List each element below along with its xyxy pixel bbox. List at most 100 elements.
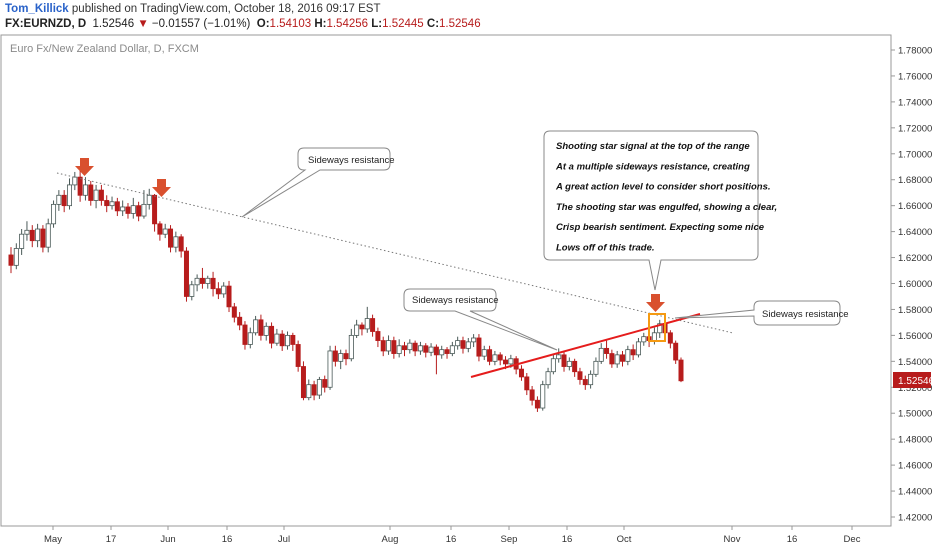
candle-body bbox=[300, 366, 306, 399]
bullish-candle bbox=[455, 336, 461, 350]
bullish-candle bbox=[141, 190, 147, 219]
bearish-candle bbox=[577, 367, 583, 385]
low-value: 1.52445 bbox=[382, 18, 424, 30]
bullish-candle bbox=[51, 200, 57, 228]
publish-text: published on TradingView.com, October 18… bbox=[71, 3, 381, 15]
bullish-candle bbox=[247, 327, 253, 349]
last-price-label: 1.52546 bbox=[893, 372, 932, 388]
bearish-candle bbox=[157, 221, 163, 241]
candle-body bbox=[673, 342, 679, 361]
candle-body bbox=[428, 346, 434, 353]
candle-body bbox=[503, 359, 509, 365]
y-tick-label: 1.50000 bbox=[898, 409, 932, 420]
y-tick-label: 1.68000 bbox=[898, 175, 932, 186]
bullish-candle bbox=[285, 331, 291, 350]
candle-body bbox=[481, 349, 487, 357]
bearish-candle bbox=[497, 352, 503, 366]
candle-body bbox=[61, 194, 67, 207]
down-arrow-marker-icon bbox=[75, 158, 94, 176]
bearish-candle bbox=[673, 340, 679, 364]
x-tick-label: 16 bbox=[446, 534, 457, 545]
bearish-candle bbox=[183, 247, 189, 302]
candle-body bbox=[51, 203, 57, 225]
text-box-line: Lows off of this trade. bbox=[556, 243, 655, 254]
candle-body bbox=[444, 349, 450, 354]
candle-body bbox=[109, 201, 115, 207]
bearish-candle bbox=[40, 225, 46, 253]
bearish-candle bbox=[401, 341, 407, 357]
callout-mid[interactable]: Sideways resistance bbox=[403, 288, 558, 351]
candle-body bbox=[487, 349, 493, 362]
candle-body bbox=[183, 250, 189, 297]
candle-body bbox=[417, 345, 423, 352]
candle-body bbox=[35, 228, 41, 242]
author-link[interactable]: Tom_Killick bbox=[5, 3, 69, 15]
candle-body bbox=[604, 347, 610, 354]
bearish-candle bbox=[168, 225, 174, 253]
x-tick-label: Oct bbox=[617, 534, 632, 545]
candle-body bbox=[136, 205, 142, 217]
callout-top[interactable]: Sideways resistance bbox=[241, 147, 395, 218]
bearish-candle bbox=[295, 340, 301, 372]
candle-body bbox=[332, 350, 338, 362]
bullish-candle bbox=[354, 319, 360, 338]
candle-body bbox=[221, 285, 227, 295]
bullish-candle bbox=[556, 348, 562, 363]
candle-body bbox=[205, 277, 211, 284]
candle-body bbox=[258, 319, 264, 336]
candle-body bbox=[237, 316, 243, 326]
candle-body bbox=[524, 376, 530, 391]
symbol-label: FX:EURNZD, D bbox=[5, 18, 87, 30]
candle-body bbox=[19, 233, 25, 249]
chart-header: Tom_Killick published on TradingView.com… bbox=[0, 0, 932, 34]
text-box-line: The shooting star was engulfed, showing … bbox=[556, 202, 777, 213]
bullish-candle bbox=[439, 345, 445, 359]
candle-body bbox=[407, 342, 413, 351]
callout-mid-text: Sideways resistance bbox=[412, 295, 499, 306]
candle-body bbox=[247, 332, 253, 345]
candle-body bbox=[518, 368, 524, 378]
bullish-candle bbox=[82, 177, 88, 201]
bearish-candle bbox=[178, 234, 184, 258]
bullish-candle bbox=[162, 223, 168, 239]
candle-body bbox=[348, 334, 354, 360]
candle-body bbox=[492, 354, 498, 362]
bullish-candle bbox=[492, 350, 498, 366]
candle-body bbox=[593, 360, 599, 375]
x-axis[interactable]: May 17 Jun 16 Jul Aug 16 Sep 16 Oct Nov 16 Dec bbox=[44, 526, 861, 545]
bullish-candle bbox=[614, 350, 620, 368]
bearish-candle bbox=[582, 375, 588, 390]
callout-right[interactable]: Sideways resistance bbox=[674, 300, 849, 326]
candle-body bbox=[168, 228, 174, 248]
analysis-text-box[interactable]: Shooting star signal at the top of the r… bbox=[543, 130, 777, 291]
bearish-candle bbox=[136, 201, 142, 222]
x-tick-label: Jun bbox=[160, 534, 175, 545]
bearish-candle bbox=[98, 184, 104, 206]
candle-body bbox=[550, 358, 556, 373]
text-box-line: A great action level to consider short p… bbox=[555, 182, 771, 193]
candle-body bbox=[263, 325, 269, 336]
bullish-candle bbox=[593, 357, 599, 377]
candle-body bbox=[630, 349, 636, 356]
y-axis[interactable]: 1.78000 1.76000 1.74000 1.72000 1.70000 1.680… bbox=[891, 46, 932, 524]
bearish-candle bbox=[561, 350, 567, 372]
candle-series bbox=[8, 170, 684, 412]
bearish-candle bbox=[311, 380, 317, 401]
x-tick-label: Aug bbox=[382, 534, 399, 545]
bullish-candle bbox=[221, 282, 227, 298]
bearish-candle bbox=[104, 195, 110, 213]
candle-body bbox=[152, 194, 158, 225]
chart-frame bbox=[0, 34, 892, 527]
bullish-candle bbox=[66, 178, 72, 210]
open-value: 1.54103 bbox=[269, 18, 312, 30]
candle-body bbox=[354, 324, 360, 336]
bearish-candle bbox=[77, 170, 83, 202]
bearish-candle bbox=[290, 332, 296, 351]
y-tick-label: 1.74000 bbox=[898, 97, 932, 108]
bearish-candle bbox=[237, 312, 243, 331]
bullish-candle bbox=[316, 376, 322, 399]
candle-body bbox=[40, 228, 46, 248]
bearish-candle bbox=[125, 203, 131, 219]
bullish-candle bbox=[386, 335, 392, 355]
